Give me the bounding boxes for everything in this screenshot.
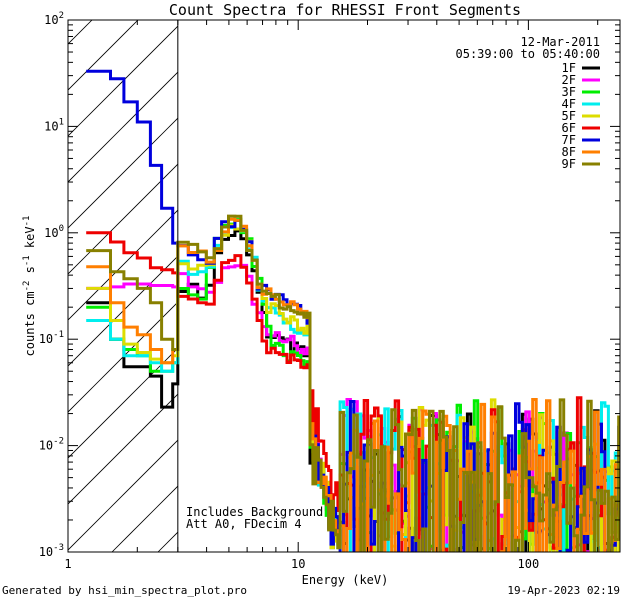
hatch-line: [68, 393, 178, 505]
hatch-line: [68, 20, 93, 45]
hatch-line: [68, 71, 178, 183]
hatch-line: [68, 255, 178, 367]
x-tick-label: 1: [64, 557, 71, 571]
y-tick-label: 10-3: [39, 543, 64, 559]
hatch-line: [68, 25, 178, 137]
annotation-background: Includes Background: [186, 505, 323, 519]
y-tick-label: 10-2: [39, 437, 64, 453]
legend-label-5F: 5F: [562, 109, 576, 123]
plot-frame: [67, 19, 621, 553]
generated-date: 19-Apr-2023 02:19: [507, 584, 620, 597]
hatch-line: [68, 20, 139, 91]
legend-label-2F: 2F: [562, 73, 576, 87]
legend-label-6F: 6F: [562, 121, 576, 135]
legend-label-8F: 8F: [562, 145, 576, 159]
legend-label-3F: 3F: [562, 85, 576, 99]
series-layer: [86, 69, 620, 552]
hatch-line: [0, 0, 74, 552]
legend-label-9F: 9F: [562, 157, 576, 171]
y-tick-label: 100: [44, 224, 64, 240]
chart-title: Count Spectra for RHESSI Front Segments: [169, 1, 521, 19]
y-tick-label: 101: [44, 117, 64, 133]
y-tick-label: 102: [44, 11, 64, 27]
y-tick-label: 10-1: [39, 330, 64, 346]
hatch-line: [68, 163, 178, 275]
hatch-line: [68, 209, 178, 321]
x-tick-label: 10: [291, 557, 305, 571]
hatch-line: [618, 0, 640, 552]
hatch-line: [68, 439, 178, 551]
x-axis-label: Energy (keV): [302, 573, 389, 587]
series-line-9F: [86, 214, 620, 552]
time-range: 05:39:00 to 05:40:00: [456, 47, 601, 61]
legend-label-4F: 4F: [562, 97, 576, 111]
generated-by: Generated by hsi_min_spectra_plot.pro: [2, 584, 247, 597]
series-line-8F: [86, 217, 620, 552]
x-tick-label: 100: [518, 557, 540, 571]
y-axis-label: counts cm-2 s-1 keV-1: [22, 216, 37, 357]
annotation-attenuator: Att A0, FDecim 4: [186, 517, 302, 531]
legend-label-1F: 1F: [562, 61, 576, 75]
observation-date: 12-Mar-2011: [521, 35, 600, 49]
axis-ticks: [67, 19, 620, 553]
legend-label-7F: 7F: [562, 133, 576, 147]
